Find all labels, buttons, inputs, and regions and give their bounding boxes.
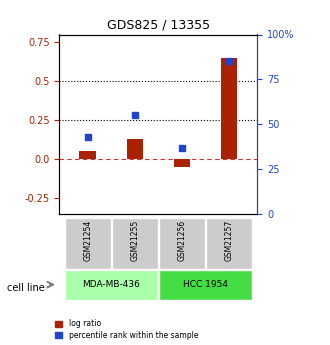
Text: HCC 1954: HCC 1954 [183,280,228,289]
Title: GDS825 / 13355: GDS825 / 13355 [107,19,210,32]
Text: GSM21257: GSM21257 [225,220,234,261]
FancyBboxPatch shape [65,218,111,268]
Text: GSM21256: GSM21256 [178,220,186,261]
Text: GSM21255: GSM21255 [130,220,139,261]
Text: cell line: cell line [7,283,44,293]
FancyBboxPatch shape [65,270,158,299]
FancyBboxPatch shape [112,218,158,268]
FancyBboxPatch shape [159,270,252,299]
Bar [127,139,143,159]
Bar [80,151,96,159]
Bar [221,58,237,159]
Text: MDA-MB-436: MDA-MB-436 [82,280,140,289]
Bar [174,159,190,167]
FancyBboxPatch shape [206,218,252,268]
Text: GSM21254: GSM21254 [83,220,92,261]
FancyBboxPatch shape [159,218,205,268]
Legend: log ratio, percentile rank within the sample: log ratio, percentile rank within the sa… [53,318,200,341]
